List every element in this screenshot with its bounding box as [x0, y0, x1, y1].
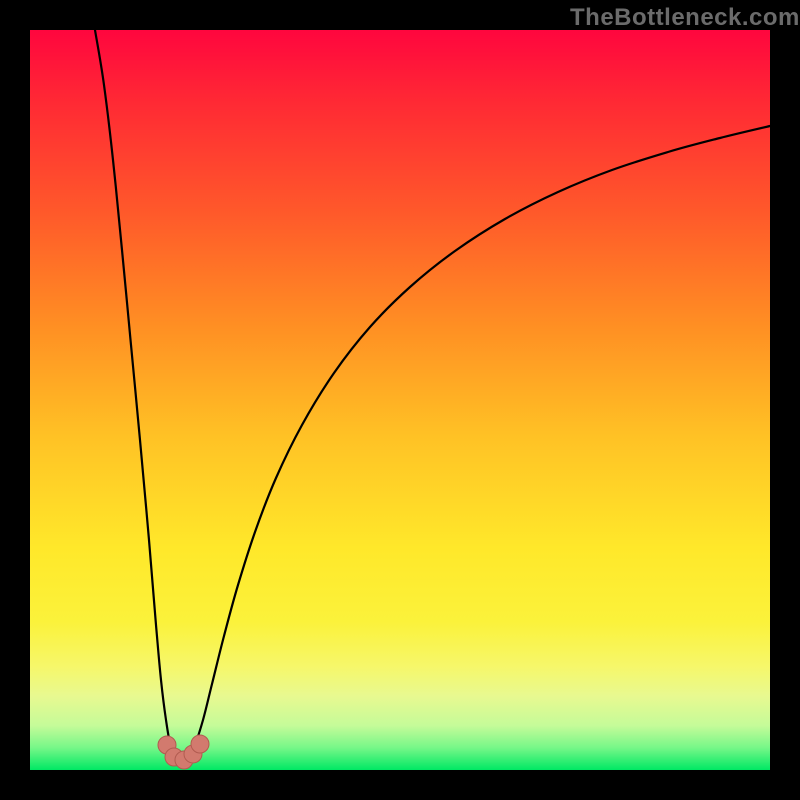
heat-gradient-background: [30, 30, 770, 770]
watermark-label: TheBottleneck.com: [570, 4, 800, 32]
